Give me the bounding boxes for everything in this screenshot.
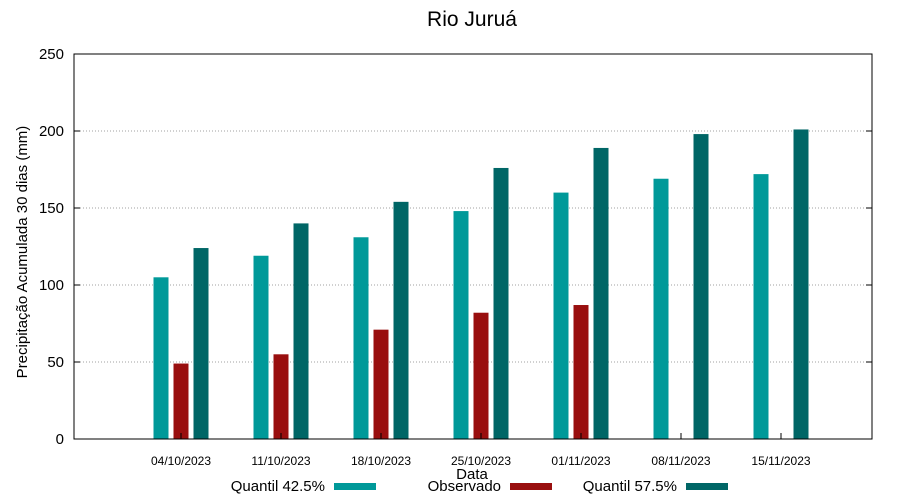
bar-quantil-42-5: [753, 174, 769, 439]
legend-swatch: [334, 483, 376, 490]
y-tick-label: 50: [47, 354, 64, 371]
legend-swatch: [510, 483, 552, 490]
bar-quantil-57-5: [793, 129, 809, 439]
y-axis-label: Precipitação Acumulada 30 dias (mm): [14, 126, 31, 379]
x-axis-label: Data: [456, 466, 488, 483]
bar-quantil-42-5: [453, 211, 469, 439]
bar-observado: [373, 329, 389, 439]
chart-title: Rio Juruá: [427, 8, 517, 31]
x-tick-label: 15/11/2023: [751, 454, 810, 468]
bar-quantil-57-5: [193, 248, 209, 439]
x-tick-label: 01/11/2023: [551, 454, 610, 468]
legend-label: Quantil 42.5%: [231, 478, 325, 495]
bar-quantil-57-5: [593, 147, 609, 439]
y-tick-label: 150: [39, 200, 64, 217]
bar-quantil-42-5: [553, 192, 569, 439]
bar-quantil-42-5: [253, 255, 269, 439]
x-tick-label: 08/11/2023: [651, 454, 710, 468]
bar-observado: [273, 354, 289, 439]
bars: [153, 129, 809, 440]
bar-quantil-57-5: [693, 134, 709, 439]
y-tick-label: 200: [39, 123, 64, 140]
bar-quantil-57-5: [493, 167, 509, 439]
bar-quantil-42-5: [653, 178, 669, 440]
y-tick-label: 250: [39, 46, 64, 63]
y-axis: 0 50 100 150 200 250: [39, 46, 872, 448]
legend-label: Observado: [428, 478, 501, 495]
x-tick-label: 11/10/2023: [251, 454, 310, 468]
plot-frame: [73, 53, 873, 440]
bar-quantil-42-5: [353, 237, 369, 439]
y-tick-label: 100: [39, 277, 64, 294]
x-tick-label: 04/10/2023: [151, 454, 211, 468]
bar-quantil-57-5: [293, 223, 309, 439]
bar-quantil-57-5: [393, 201, 409, 439]
bar-observado: [473, 312, 489, 439]
legend-swatch: [686, 483, 728, 490]
x-tick-label: 18/10/2023: [351, 454, 411, 468]
legend-label: Quantil 57.5%: [583, 478, 677, 495]
x-axis: 04/10/2023 11/10/2023 18/10/2023 25/10/2023…: [151, 433, 811, 468]
bar-quantil-42-5: [153, 277, 169, 439]
x-tick-label: 25/10/2023: [451, 454, 511, 468]
legend: Quantil 42.5% Observado Quantil 57.5%: [231, 478, 728, 495]
y-tick-label: 0: [56, 431, 64, 448]
bar-observado: [573, 305, 589, 439]
bar-observado: [173, 363, 189, 439]
